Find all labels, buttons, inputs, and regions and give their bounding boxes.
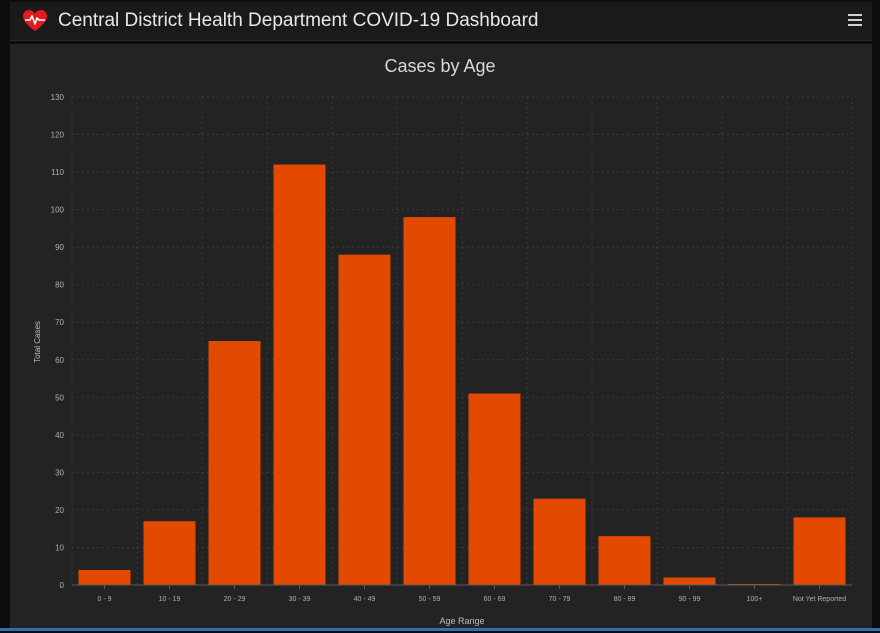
x-axis-ticks: 0 - 9 10 - 19 20 - 29 30 - 39 40 - 49 50 - 59… <box>97 585 846 603</box>
bar-0-9[interactable] <box>78 569 131 585</box>
y-tick-label: 60 <box>55 356 64 365</box>
x-tick-label: 0 - 9 <box>97 596 111 603</box>
bar-50-59[interactable] <box>403 217 456 585</box>
y-tick-label: 130 <box>51 93 65 102</box>
y-tick-label: 50 <box>55 393 64 402</box>
x-tick-label: 20 - 29 <box>224 596 246 603</box>
bar-20-29[interactable] <box>208 341 261 585</box>
y-tick-label: 10 <box>55 543 64 552</box>
y-tick-label: 40 <box>55 431 64 440</box>
bar-70-79[interactable] <box>533 498 586 585</box>
x-tick-label: Not Yet Reported <box>793 596 846 603</box>
y-tick-label: 100 <box>51 206 65 215</box>
y-tick-label: 80 <box>55 281 64 290</box>
bottom-accent-line <box>0 628 880 631</box>
cases-by-age-chart: Cases by Age 0 10 20 30 40 50 60 70 80 90 100 110 12… <box>33 56 853 626</box>
x-tick-label: 10 - 19 <box>159 596 181 603</box>
x-tick-label: 30 - 39 <box>289 596 311 603</box>
y-axis-ticks: 0 10 20 30 40 50 60 70 80 90 100 110 120 130 <box>51 93 65 590</box>
y-tick-label: 30 <box>55 468 64 477</box>
bar-40-49[interactable] <box>338 254 391 585</box>
y-tick-label: 110 <box>51 168 64 177</box>
chart-grid <box>71 96 853 585</box>
bar-80-89[interactable] <box>598 536 651 585</box>
bar-30-39[interactable] <box>273 164 326 586</box>
x-tick-label: 90 - 99 <box>679 596 701 603</box>
app-header: Central District Health Department COVID… <box>10 2 872 41</box>
chart-title: Cases by Age <box>384 56 495 76</box>
x-tick-label: 100+ <box>747 596 763 603</box>
y-tick-label: 70 <box>55 318 64 327</box>
x-tick-label: 60 - 69 <box>484 596 506 603</box>
x-tick-label: 80 - 89 <box>614 596 636 603</box>
y-axis-label: Total Cases <box>33 321 42 363</box>
bar-10-19[interactable] <box>143 521 196 585</box>
x-tick-label: 50 - 59 <box>419 596 441 603</box>
bar-90-99[interactable] <box>663 577 716 585</box>
bar-series <box>78 164 846 586</box>
heart-pulse-icon <box>23 10 47 31</box>
bar-60-69[interactable] <box>468 393 521 585</box>
x-tick-label: 40 - 49 <box>354 596 376 603</box>
x-tick-label: 70 - 79 <box>549 596 571 603</box>
x-axis-label: Age Range <box>439 616 484 626</box>
bar-not-yet-reported[interactable] <box>793 517 846 585</box>
hamburger-menu-icon[interactable] <box>846 11 864 29</box>
y-tick-label: 20 <box>55 506 64 515</box>
y-tick-label: 90 <box>55 243 64 252</box>
y-tick-label: 120 <box>51 131 65 140</box>
chart-panel: Cases by Age 0 10 20 30 40 50 60 70 80 90 100 110 12… <box>10 44 872 628</box>
app-title: Central District Health Department COVID… <box>58 10 539 31</box>
y-tick-label: 0 <box>60 581 65 590</box>
